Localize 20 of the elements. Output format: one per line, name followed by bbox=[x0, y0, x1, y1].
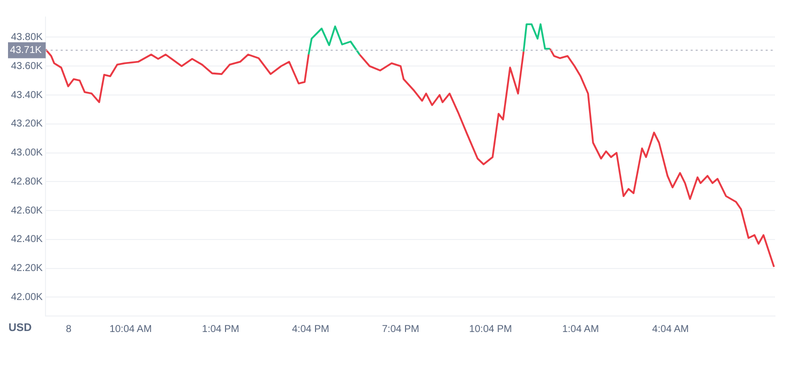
x-tick-label: 4:04 PM bbox=[292, 324, 330, 335]
y-tick-label: 43.00K bbox=[10, 148, 44, 159]
x-tick-label: 8 bbox=[66, 324, 72, 335]
y-tick-label: 43.40K bbox=[10, 90, 44, 101]
y-tick-label: 43.60K bbox=[10, 60, 44, 72]
x-tick-label: 1:04 AM bbox=[562, 324, 599, 335]
y-tick-label: 42.00K bbox=[10, 292, 44, 303]
y-tick-label: 42.80K bbox=[10, 176, 44, 188]
y-axis-title: USD bbox=[8, 322, 32, 334]
x-tick-label: 10:04 PM bbox=[469, 324, 512, 335]
y-tick-label: 42.20K bbox=[10, 263, 44, 274]
x-tick-label: 1:04 PM bbox=[202, 324, 240, 335]
x-tick-label: 10:04 AM bbox=[110, 324, 152, 335]
y-tick-label: 43.20K bbox=[10, 118, 44, 130]
y-tick-label: 42.40K bbox=[10, 234, 44, 246]
x-tick-label: 7:04 PM bbox=[382, 324, 420, 335]
ref-line-label: 43.71K bbox=[10, 44, 42, 56]
y-tick-label: 42.60K bbox=[10, 205, 44, 216]
x-tick-label: 4:04 AM bbox=[652, 324, 689, 335]
y-tick-label: 43.80K bbox=[10, 32, 44, 43]
